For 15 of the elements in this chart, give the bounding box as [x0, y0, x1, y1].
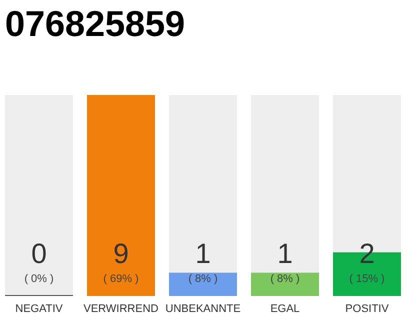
annotation: 1: [195, 238, 211, 269]
x-tick-label: UNBEKANNTE: [165, 303, 241, 315]
data-label: ( 15% ): [349, 273, 385, 285]
x-tick-label: POSITIV: [345, 303, 390, 315]
annotation: 1: [277, 238, 293, 269]
data-label: ( 8% ): [188, 273, 218, 285]
annotation: 9: [113, 238, 129, 269]
x-tick-label: VERWIRREND: [84, 303, 159, 315]
annotation: 0: [31, 238, 47, 269]
data-label: ( 8% ): [270, 273, 300, 285]
x-tick-label: NEGATIV: [15, 303, 64, 315]
data-label: ( 0% ): [24, 273, 54, 285]
chart-title: 076825859: [5, 3, 186, 44]
x-tick-label: EGAL: [270, 303, 300, 315]
data-label: ( 69% ): [103, 273, 139, 285]
